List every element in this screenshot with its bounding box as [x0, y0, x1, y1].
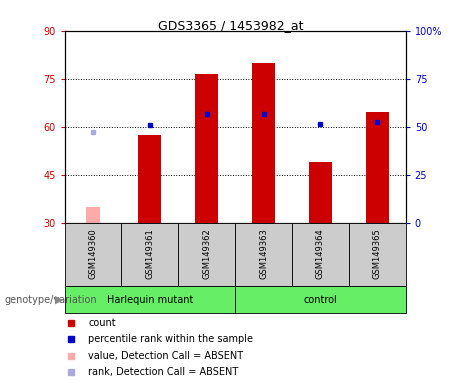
Bar [195, 74, 218, 223]
Text: genotype/variation: genotype/variation [5, 295, 97, 305]
Bar [252, 63, 275, 223]
Text: GSM149360: GSM149360 [89, 228, 97, 278]
Text: GDS3365 / 1453982_at: GDS3365 / 1453982_at [158, 19, 303, 32]
Text: rank, Detection Call = ABSENT: rank, Detection Call = ABSENT [89, 367, 239, 377]
Bar [292, 223, 349, 286]
Text: Harlequin mutant: Harlequin mutant [106, 295, 193, 305]
Bar [138, 135, 161, 223]
Text: GSM149365: GSM149365 [373, 228, 382, 278]
Bar [235, 286, 406, 313]
Bar [65, 286, 235, 313]
Bar [178, 223, 235, 286]
Bar [309, 162, 332, 223]
Text: GSM149362: GSM149362 [202, 228, 211, 278]
Bar [235, 223, 292, 286]
Text: GSM149364: GSM149364 [316, 228, 325, 278]
Text: GSM149363: GSM149363 [259, 228, 268, 278]
Text: value, Detection Call = ABSENT: value, Detection Call = ABSENT [89, 351, 243, 361]
Text: GSM149361: GSM149361 [145, 228, 154, 278]
Text: percentile rank within the sample: percentile rank within the sample [89, 334, 254, 344]
Bar [121, 223, 178, 286]
Bar [349, 223, 406, 286]
Text: count: count [89, 318, 116, 328]
Text: control: control [303, 295, 337, 305]
Text: ▶: ▶ [55, 295, 63, 305]
Bar [86, 207, 100, 223]
Bar [65, 223, 121, 286]
Bar [366, 113, 389, 223]
